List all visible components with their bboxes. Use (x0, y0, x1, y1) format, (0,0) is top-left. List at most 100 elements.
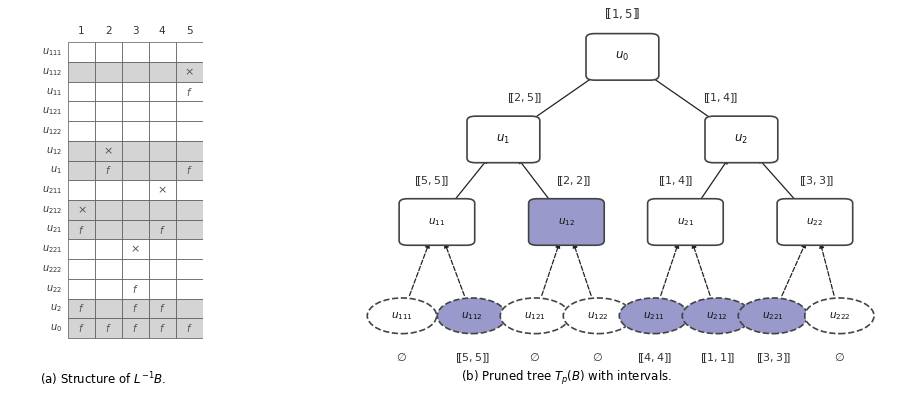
FancyBboxPatch shape (399, 199, 474, 245)
FancyBboxPatch shape (95, 239, 122, 259)
Text: $[\![2,5]\!]$: $[\![2,5]\!]$ (507, 91, 542, 105)
Text: $u_{21}$: $u_{21}$ (677, 216, 694, 228)
Text: 2: 2 (105, 26, 111, 36)
Text: $[\![4,4]\!]$: $[\![4,4]\!]$ (636, 352, 671, 365)
FancyBboxPatch shape (176, 121, 203, 141)
Text: $\times$: $\times$ (103, 146, 113, 156)
Text: $f$: $f$ (132, 283, 139, 295)
FancyBboxPatch shape (68, 141, 95, 161)
FancyBboxPatch shape (95, 299, 122, 318)
FancyBboxPatch shape (95, 279, 122, 299)
Text: $u_{11}$: $u_{11}$ (46, 86, 62, 98)
FancyBboxPatch shape (777, 199, 853, 245)
FancyBboxPatch shape (149, 141, 176, 161)
Text: $\emptyset$: $\emptyset$ (396, 352, 407, 363)
Text: $u_0$: $u_0$ (50, 322, 62, 334)
FancyBboxPatch shape (586, 34, 659, 80)
FancyBboxPatch shape (95, 141, 122, 161)
Text: $[\![1,5]\!]$: $[\![1,5]\!]$ (604, 6, 641, 21)
Text: 3: 3 (132, 26, 138, 36)
Text: $[\![5,5]\!]$: $[\![5,5]\!]$ (414, 174, 449, 188)
Text: $f$: $f$ (78, 302, 85, 314)
Text: $u_1$: $u_1$ (51, 165, 62, 176)
FancyBboxPatch shape (176, 180, 203, 200)
FancyBboxPatch shape (68, 299, 95, 318)
FancyBboxPatch shape (122, 62, 149, 82)
Text: $\emptyset$: $\emptyset$ (592, 352, 603, 363)
FancyBboxPatch shape (122, 161, 149, 180)
Text: $[\![1,4]\!]$: $[\![1,4]\!]$ (658, 174, 693, 188)
Ellipse shape (805, 298, 874, 334)
FancyBboxPatch shape (149, 180, 176, 200)
FancyBboxPatch shape (68, 180, 95, 200)
FancyBboxPatch shape (176, 161, 203, 180)
Ellipse shape (437, 298, 507, 334)
Text: $f$: $f$ (132, 302, 139, 314)
FancyBboxPatch shape (149, 102, 176, 121)
FancyBboxPatch shape (122, 121, 149, 141)
FancyBboxPatch shape (95, 102, 122, 121)
FancyBboxPatch shape (176, 220, 203, 239)
FancyBboxPatch shape (149, 82, 176, 102)
Text: $\times$: $\times$ (131, 244, 140, 254)
Text: $u_{22}$: $u_{22}$ (46, 283, 62, 295)
FancyBboxPatch shape (122, 42, 149, 62)
Text: $f$: $f$ (159, 224, 166, 235)
Text: $f$: $f$ (105, 164, 111, 177)
FancyBboxPatch shape (149, 318, 176, 338)
Text: $u_{11}$: $u_{11}$ (428, 216, 446, 228)
FancyBboxPatch shape (68, 279, 95, 299)
Text: $f$: $f$ (132, 322, 139, 334)
Text: (b) Pruned tree $T_p(B)$ with intervals.: (b) Pruned tree $T_p(B)$ with intervals. (460, 369, 672, 387)
FancyBboxPatch shape (176, 318, 203, 338)
Text: $[\![2,2]\!]$: $[\![2,2]\!]$ (556, 174, 590, 188)
Text: $u_{221}$: $u_{221}$ (762, 310, 784, 322)
FancyBboxPatch shape (149, 121, 176, 141)
Text: $f$: $f$ (105, 322, 111, 334)
Text: $[\![3,3]\!]$: $[\![3,3]\!]$ (799, 174, 834, 188)
Text: $u_{12}$: $u_{12}$ (558, 216, 575, 228)
Text: $u_{122}$: $u_{122}$ (41, 125, 62, 137)
FancyBboxPatch shape (149, 42, 176, 62)
FancyBboxPatch shape (122, 220, 149, 239)
Text: $f$: $f$ (159, 302, 166, 314)
FancyBboxPatch shape (95, 121, 122, 141)
FancyBboxPatch shape (95, 180, 122, 200)
Text: 1: 1 (78, 26, 85, 36)
Text: $[\![1,1]\!]$: $[\![1,1]\!]$ (700, 352, 734, 365)
Text: $u_{111}$: $u_{111}$ (41, 46, 62, 58)
Text: $u_2$: $u_2$ (734, 133, 749, 146)
Text: $f$: $f$ (186, 86, 192, 98)
Text: 5: 5 (186, 26, 192, 36)
FancyBboxPatch shape (705, 116, 778, 163)
FancyBboxPatch shape (149, 220, 176, 239)
FancyBboxPatch shape (95, 220, 122, 239)
Text: $u_{21}$: $u_{21}$ (46, 224, 62, 235)
Text: $u_{211}$: $u_{211}$ (643, 310, 665, 322)
FancyBboxPatch shape (95, 161, 122, 180)
FancyBboxPatch shape (122, 299, 149, 318)
FancyBboxPatch shape (176, 279, 203, 299)
FancyBboxPatch shape (122, 318, 149, 338)
Text: $u_{221}$: $u_{221}$ (41, 243, 62, 255)
FancyBboxPatch shape (149, 161, 176, 180)
FancyBboxPatch shape (122, 279, 149, 299)
Text: 4: 4 (159, 26, 166, 36)
Text: $u_{22}$: $u_{22}$ (807, 216, 823, 228)
FancyBboxPatch shape (529, 199, 604, 245)
FancyBboxPatch shape (122, 180, 149, 200)
FancyBboxPatch shape (149, 279, 176, 299)
FancyBboxPatch shape (176, 82, 203, 102)
FancyBboxPatch shape (467, 116, 540, 163)
Ellipse shape (619, 298, 689, 334)
Text: $\emptyset$: $\emptyset$ (834, 352, 845, 363)
FancyBboxPatch shape (176, 200, 203, 220)
FancyBboxPatch shape (68, 220, 95, 239)
Text: $f$: $f$ (78, 322, 85, 334)
Text: $u_{12}$: $u_{12}$ (46, 145, 62, 157)
Text: $u_{112}$: $u_{112}$ (461, 310, 483, 322)
Text: $[\![5,5]\!]$: $[\![5,5]\!]$ (455, 352, 489, 365)
FancyBboxPatch shape (95, 259, 122, 279)
FancyBboxPatch shape (176, 299, 203, 318)
FancyBboxPatch shape (122, 200, 149, 220)
